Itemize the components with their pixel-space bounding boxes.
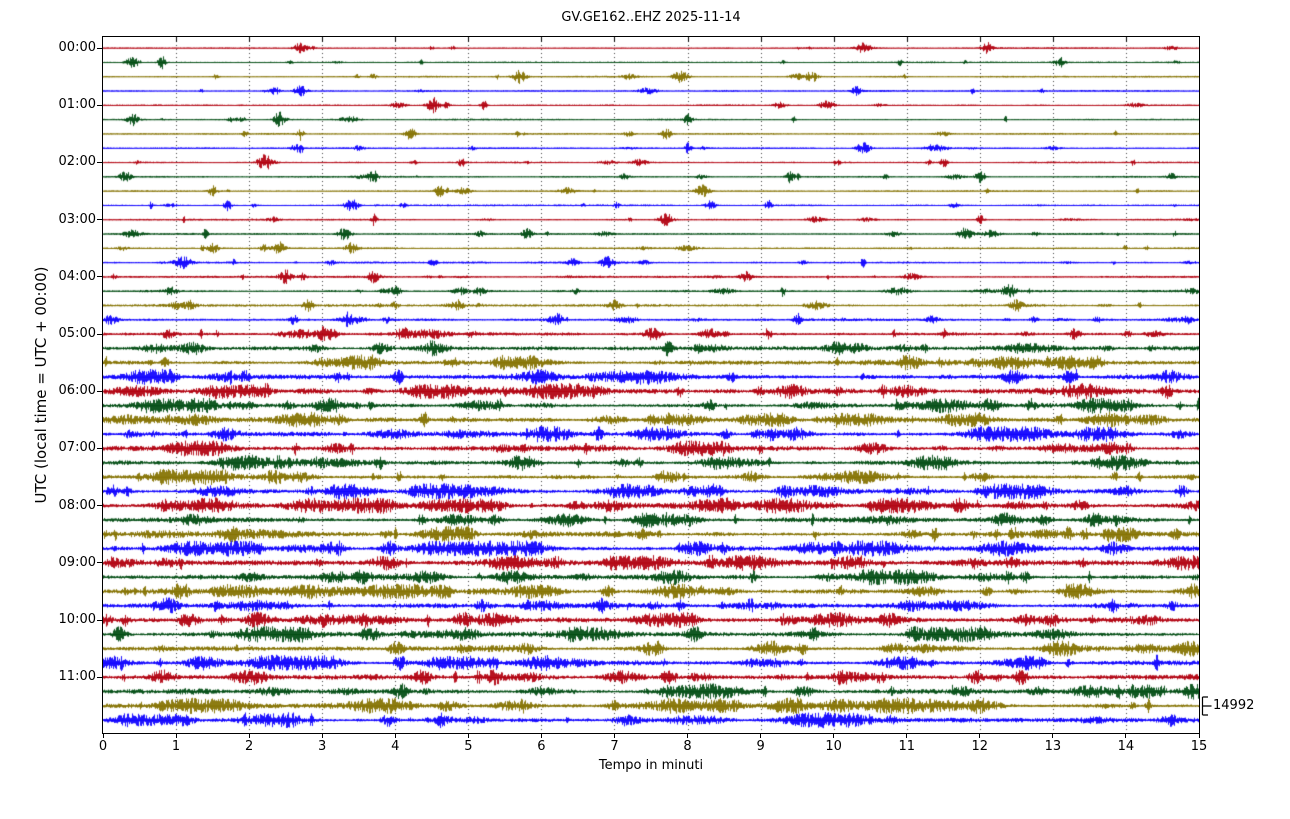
x-tick-mark [613, 734, 615, 738]
y-tick-label: 06:00 [58, 383, 96, 399]
y-tick-label: 11:00 [58, 669, 96, 685]
x-tick-mark [394, 734, 396, 738]
x-tick-label: 11 [898, 739, 915, 754]
y-tick-mark [97, 104, 102, 106]
y-tick-label: 07:00 [58, 440, 96, 456]
y-tick-label: 04:00 [58, 268, 96, 284]
y-tick-mark [97, 447, 102, 449]
y-tick-mark [97, 562, 102, 564]
seismogram-traces-canvas [102, 36, 1199, 733]
x-tick-mark [1125, 734, 1127, 738]
x-tick-label: 10 [825, 739, 842, 754]
x-axis-label: Tempo in minuti [598, 758, 704, 773]
x-tick-mark [1198, 734, 1200, 738]
y-tick-label: 00:00 [58, 40, 96, 55]
x-tick-mark [979, 734, 981, 738]
y-tick-label: 01:00 [58, 97, 96, 113]
x-tick-label: 3 [318, 739, 327, 754]
x-tick-label: 4 [391, 739, 400, 754]
x-tick-mark [833, 734, 835, 738]
chart-title: GV.GE162..EHZ 2025-11-14 [561, 10, 741, 25]
y-tick-mark [97, 505, 102, 507]
x-tick-label: 14 [1117, 739, 1135, 754]
y-tick-mark [97, 619, 102, 621]
y-tick-mark [97, 47, 102, 49]
y-tick-mark [97, 333, 102, 335]
x-tick-mark [102, 734, 104, 738]
x-tick-mark [321, 734, 323, 738]
plot-area [101, 35, 1200, 734]
x-tick-mark [1052, 734, 1054, 738]
x-tick-mark [906, 734, 908, 738]
x-tick-mark [175, 734, 177, 738]
x-tick-label: 15 [1190, 739, 1208, 754]
x-tick-label: 2 [244, 739, 254, 754]
x-tick-label: 13 [1044, 739, 1062, 754]
x-tick-label: 9 [756, 739, 765, 754]
x-tick-label: 1 [171, 739, 181, 754]
y-tick-label: 03:00 [58, 211, 96, 227]
y-tick-label: 09:00 [58, 554, 96, 570]
x-tick-label: 8 [683, 739, 692, 754]
x-tick-mark [540, 734, 542, 738]
x-tick-mark [467, 734, 469, 738]
x-tick-label: 6 [537, 739, 546, 754]
y-tick-mark [97, 161, 102, 163]
y-tick-mark [97, 390, 102, 392]
y-tick-label: 02:00 [58, 154, 96, 170]
y-tick-label: 08:00 [58, 497, 96, 513]
y-tick-mark [97, 676, 102, 678]
scale-bracket-icon [1201, 696, 1212, 716]
x-tick-label: 0 [98, 739, 108, 754]
x-tick-mark [248, 734, 250, 738]
amplitude-scale-marker: 14992 [1201, 696, 1254, 716]
y-tick-label: 05:00 [58, 326, 96, 341]
x-tick-mark [687, 734, 689, 738]
x-tick-label: 7 [610, 739, 619, 754]
y-tick-label: 10:00 [58, 612, 96, 627]
x-tick-label: 12 [971, 739, 989, 754]
y-tick-mark [97, 219, 102, 221]
scale-value: 14992 [1213, 698, 1255, 714]
x-tick-mark [760, 734, 762, 738]
y-tick-mark [97, 276, 102, 278]
x-tick-label: 5 [464, 739, 473, 754]
